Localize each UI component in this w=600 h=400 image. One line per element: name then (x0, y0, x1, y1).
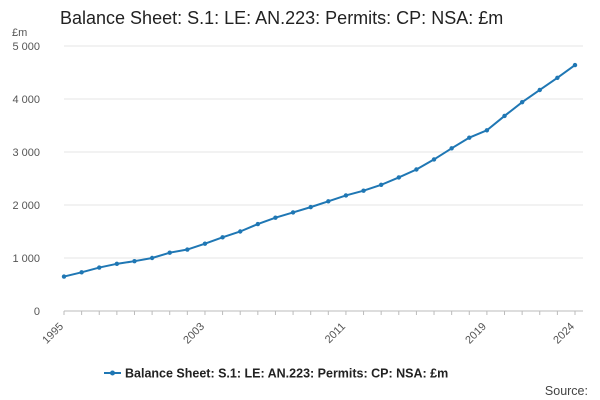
gridlines (64, 45, 583, 312)
data-point[interactable] (378, 182, 384, 188)
data-point[interactable] (220, 235, 225, 240)
data-point[interactable] (555, 75, 560, 81)
data-point[interactable] (343, 193, 349, 198)
data-point[interactable] (519, 99, 525, 105)
data-point[interactable] (167, 250, 172, 255)
data-point[interactable] (273, 215, 278, 220)
y-axis-ticks: 0 1 000 2 000 3 000 4 000 5 000 (12, 41, 40, 318)
data-point[interactable] (308, 204, 313, 210)
data-point[interactable] (361, 188, 366, 193)
chart-title: Balance Sheet: S.1: LE: AN.223: Permits:… (60, 8, 504, 28)
y-tick-label: 5 000 (12, 41, 40, 53)
y-tick-label: 1 000 (12, 253, 40, 265)
data-point[interactable] (326, 199, 331, 204)
source-label: Source: (545, 384, 588, 398)
data-point[interactable] (484, 128, 490, 133)
data-point[interactable] (132, 258, 137, 264)
series-line (63, 64, 576, 278)
y-tick-label: 3 000 (12, 147, 40, 159)
x-tick-label: 1995 (40, 321, 66, 347)
x-tick-label: 2019 (463, 321, 489, 347)
data-point[interactable] (61, 274, 67, 279)
x-tick-label: 2024 (551, 321, 577, 347)
data-point[interactable] (79, 270, 84, 275)
data-point[interactable] (202, 241, 208, 246)
data-point[interactable] (572, 62, 578, 68)
data-point[interactable] (431, 157, 437, 162)
y-axis-unit-label: £m (12, 27, 27, 39)
data-point[interactable] (255, 221, 261, 227)
x-tick-label: 2003 (181, 321, 207, 347)
data-point[interactable] (238, 229, 243, 234)
data-point[interactable] (502, 113, 507, 119)
data-point[interactable] (185, 247, 190, 252)
y-tick-label: 2 000 (12, 200, 40, 212)
legend-marker (110, 370, 115, 376)
data-point[interactable] (97, 265, 102, 270)
legend[interactable]: Balance Sheet: S.1: LE: AN.223: Permits:… (104, 367, 448, 381)
x-axis: 1995 2003 2011 2019 2024 (40, 311, 577, 346)
data-point[interactable] (149, 255, 155, 261)
x-tick-label: 2011 (323, 321, 348, 346)
data-point[interactable] (290, 210, 296, 215)
data-point[interactable] (537, 87, 542, 93)
legend-series-label: Balance Sheet: S.1: LE: AN.223: Permits:… (125, 367, 448, 381)
data-point[interactable] (467, 135, 472, 140)
y-tick-label: 4 000 (12, 94, 40, 106)
data-point[interactable] (396, 175, 401, 180)
data-point[interactable] (114, 261, 120, 267)
data-point[interactable] (414, 167, 419, 172)
series-group (61, 62, 578, 279)
data-point[interactable] (449, 146, 454, 151)
y-tick-label: 0 (34, 306, 40, 318)
